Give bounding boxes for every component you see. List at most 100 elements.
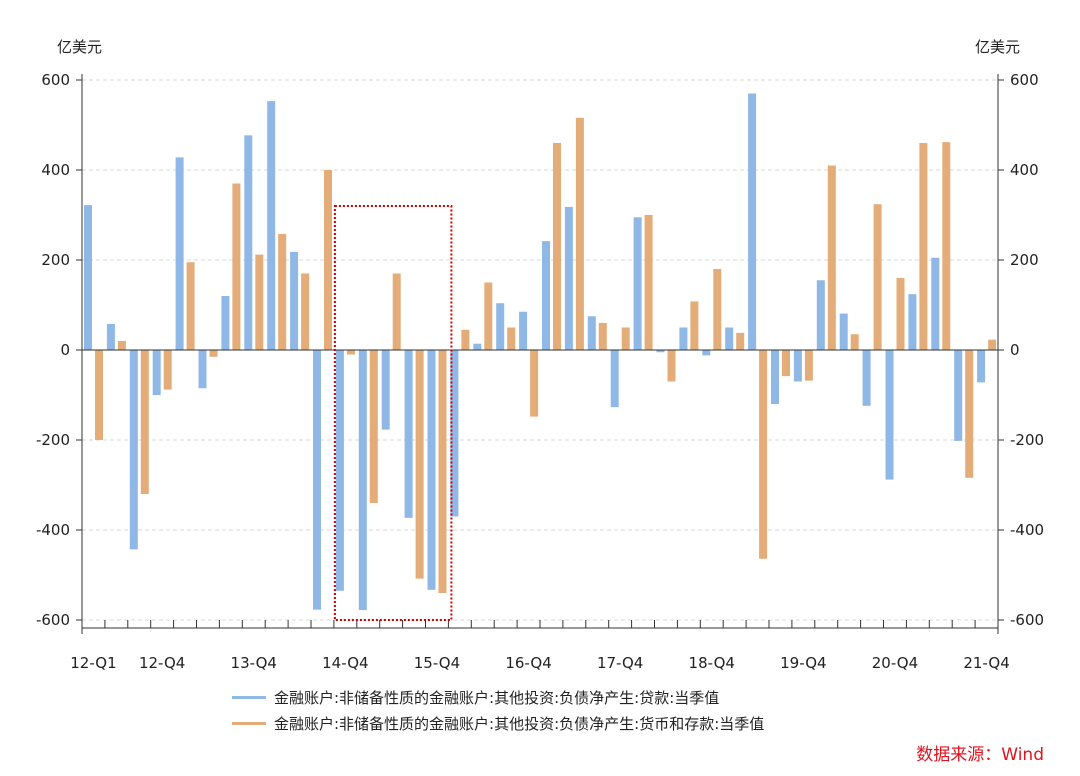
bar-deposits — [438, 350, 447, 593]
bar-deposits — [575, 117, 584, 350]
bar-loans — [679, 327, 688, 350]
bar-loans — [404, 350, 413, 518]
y-tick-label-right: -200 — [1010, 431, 1044, 449]
bar-deposits — [736, 332, 745, 350]
bar-deposits — [827, 165, 836, 350]
bar-loans — [885, 350, 894, 480]
bar-deposits — [988, 339, 997, 350]
x-tick-label: 13-Q4 — [231, 654, 277, 672]
legend-swatch-deposits — [232, 721, 266, 725]
bar-deposits — [346, 350, 355, 355]
bar-loans — [358, 350, 367, 611]
bar-deposits — [713, 269, 722, 350]
bar-loans — [587, 316, 596, 350]
bar-deposits — [530, 350, 539, 417]
y-tick-label-left: 200 — [41, 251, 70, 269]
bar-deposits — [484, 282, 493, 350]
y-tick-label-right: 400 — [1010, 161, 1039, 179]
bar-loans — [267, 101, 276, 351]
legend: 金融账户:非储备性质的金融账户:其他投资:负债净产生:贷款:当季值 金融账户:非… — [232, 684, 764, 736]
bar-deposits — [186, 262, 195, 350]
bar-deposits — [140, 350, 149, 494]
bar-loans — [542, 241, 550, 350]
bar-loans — [931, 257, 940, 350]
y-tick-label-right: 600 — [1010, 71, 1039, 89]
axes — [76, 74, 1004, 634]
y-tick-label-left: -400 — [36, 521, 70, 539]
chart: 亿美元 亿美元 600 600 400 400 200 200 0 0 -200 -200 -400… — [36, 38, 1044, 672]
bar-deposits — [461, 329, 470, 350]
bar-loans — [175, 157, 184, 350]
bar-deposits — [117, 341, 126, 350]
bar-deposits — [873, 204, 882, 350]
bar-loans — [129, 350, 138, 550]
y-tick-label-right: 200 — [1010, 251, 1039, 269]
bar-loans — [106, 323, 115, 350]
bar-loans — [84, 205, 92, 350]
bar-deposits — [255, 254, 264, 350]
bar-deposits — [415, 350, 424, 579]
bar-loans — [725, 327, 734, 350]
x-tick-label: 12-Q4 — [139, 654, 185, 672]
bar-loans — [839, 313, 848, 350]
x-tick-label: 17-Q4 — [597, 654, 643, 672]
bar-deposits — [324, 170, 332, 350]
bar-loans — [564, 206, 573, 350]
bar-deposits — [301, 273, 310, 350]
x-tick-label: 14-Q4 — [322, 654, 368, 672]
bar-loans — [633, 217, 642, 350]
x-tick-label: 20-Q4 — [872, 654, 918, 672]
right-axis-unit: 亿美元 — [975, 38, 1020, 56]
bar-deposits — [621, 327, 630, 350]
bar-loans — [381, 350, 390, 430]
bar-deposits — [278, 233, 287, 350]
left-axis-unit: 亿美元 — [57, 38, 102, 56]
source-label: 数据来源：Wind — [916, 745, 1044, 765]
y-tick-label-left: 400 — [41, 161, 70, 179]
bar-loans — [152, 350, 161, 395]
bar-deposits — [782, 350, 790, 377]
bar-loans — [954, 350, 963, 441]
bar-deposits — [759, 350, 768, 559]
bar-deposits — [896, 278, 905, 350]
bar-loans — [908, 294, 917, 350]
x-tick-label: 15-Q4 — [414, 654, 460, 672]
legend-swatch-loans — [232, 695, 266, 699]
bar-loans — [816, 280, 825, 350]
bar-deposits — [553, 143, 561, 350]
bar-loans — [221, 296, 230, 350]
bar-deposits — [850, 334, 859, 350]
bar-deposits — [369, 350, 378, 503]
bar-deposits — [507, 327, 516, 350]
bar-loans — [244, 135, 253, 350]
legend-label-deposits: 金融账户:非储备性质的金融账户:其他投资:负债净产生:货币和存款:当季值 — [274, 714, 765, 733]
y-tick-label-right: -400 — [1010, 521, 1044, 539]
x-tick-label: 18-Q4 — [689, 654, 735, 672]
bar-deposits — [942, 142, 951, 350]
bar-deposits — [919, 143, 928, 350]
y-tick-label-left: -200 — [36, 431, 70, 449]
bar-deposits — [598, 323, 607, 350]
bar-loans — [473, 343, 482, 350]
bars — [84, 93, 997, 611]
legend-label-loans: 金融账户:非储备性质的金融账户:其他投资:负债净产生:贷款:当季值 — [274, 688, 720, 707]
bar-loans — [771, 350, 779, 404]
bar-loans — [656, 350, 665, 353]
y-tick-label-right: 0 — [1010, 341, 1020, 359]
bar-deposits — [209, 350, 218, 357]
bar-deposits — [667, 350, 676, 382]
bar-deposits — [690, 301, 699, 350]
bar-loans — [977, 350, 986, 383]
bar-deposits — [232, 183, 241, 350]
bar-loans — [748, 93, 757, 350]
x-tick-label: 16-Q4 — [505, 654, 551, 672]
bar-loans — [610, 350, 619, 408]
bar-loans — [496, 303, 505, 350]
bar-loans — [862, 350, 871, 406]
bar-deposits — [804, 350, 813, 381]
bar-deposits — [644, 215, 653, 350]
x-tick-label: 19-Q4 — [780, 654, 826, 672]
bar-loans — [793, 350, 802, 382]
legend-item-deposits: 金融账户:非储备性质的金融账户:其他投资:负债净产生:货币和存款:当季值 — [232, 710, 764, 736]
legend-item-loans: 金融账户:非储备性质的金融账户:其他投资:负债净产生:贷款:当季值 — [232, 684, 764, 710]
